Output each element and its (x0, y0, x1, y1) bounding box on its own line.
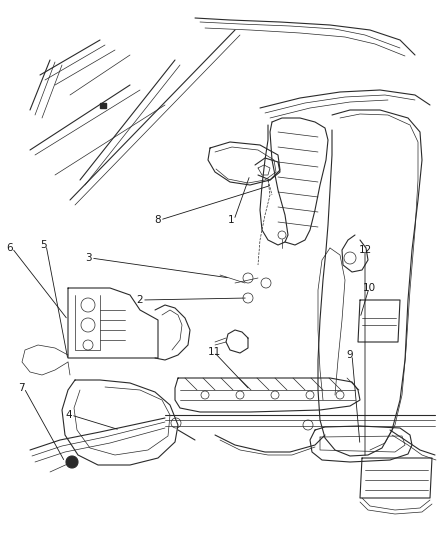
Text: 4: 4 (65, 410, 72, 420)
Text: 2: 2 (136, 295, 143, 305)
Text: 7: 7 (18, 383, 25, 393)
Text: 3: 3 (85, 253, 92, 263)
Text: 9: 9 (346, 350, 353, 360)
Bar (100, 103, 106, 108)
Text: 6: 6 (6, 243, 13, 253)
Text: 10: 10 (363, 283, 376, 293)
Text: 8: 8 (154, 215, 161, 225)
Text: 11: 11 (208, 347, 221, 357)
Text: 1: 1 (228, 215, 235, 225)
Text: 12: 12 (359, 245, 372, 255)
Circle shape (66, 456, 78, 468)
Text: 5: 5 (40, 240, 46, 250)
